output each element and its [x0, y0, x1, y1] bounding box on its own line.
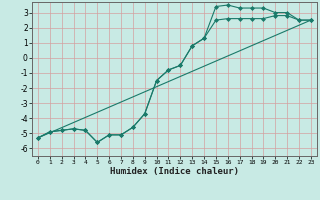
X-axis label: Humidex (Indice chaleur): Humidex (Indice chaleur): [110, 167, 239, 176]
